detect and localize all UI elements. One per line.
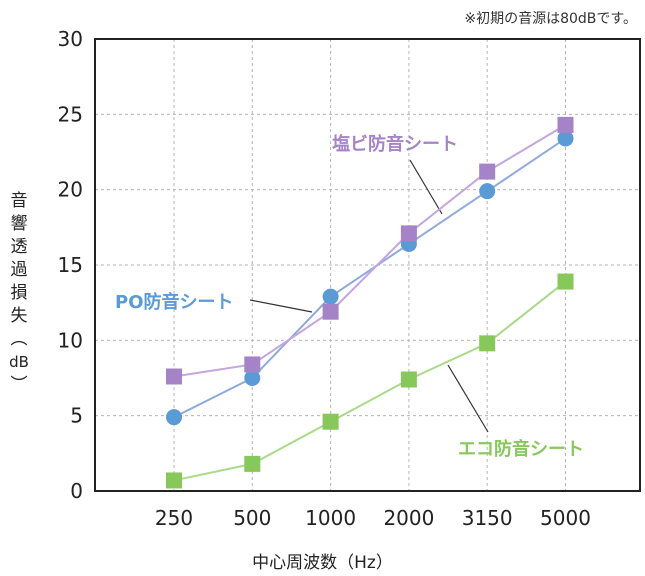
- data-point: [479, 183, 496, 200]
- series-label: エコ防音シート: [458, 438, 584, 460]
- y-tick-label: 15: [58, 253, 83, 277]
- data-point: [166, 472, 182, 489]
- y-tick-label: 20: [58, 178, 83, 202]
- series-label: 塩ビ防音シート: [332, 133, 458, 155]
- series-label: PO防音シート: [115, 291, 234, 313]
- data-point: [479, 335, 496, 352]
- y-tick-label: 10: [58, 328, 83, 352]
- data-point: [244, 455, 261, 472]
- data-point: [400, 371, 417, 388]
- y-axis-label: 音響透過損失 ︵ dB ︶: [9, 191, 29, 395]
- x-tick-label: 3150: [462, 506, 513, 530]
- x-tick-label: 1000: [305, 506, 356, 530]
- y-tick-label: 30: [58, 27, 83, 51]
- data-point: [322, 413, 339, 430]
- data-point: [400, 225, 417, 242]
- leader-line: [447, 364, 489, 433]
- data-point: [322, 303, 339, 320]
- series-line: [173, 124, 567, 378]
- data-point: [244, 370, 261, 386]
- y-tick-label: 25: [58, 102, 83, 126]
- x-tick-label: 500: [233, 506, 271, 530]
- leader-line: [249, 299, 313, 313]
- x-tick-label: 2000: [383, 506, 434, 530]
- data-point: [557, 273, 574, 290]
- data-point: [557, 130, 574, 147]
- data-point: [244, 356, 261, 373]
- x-tick-label: 250: [155, 506, 193, 530]
- y-tick-label: 0: [70, 479, 83, 503]
- data-point: [166, 409, 182, 426]
- x-tick-label: 5000: [540, 506, 591, 530]
- series-line: [173, 137, 567, 419]
- data-point: [322, 288, 339, 305]
- y-tick-label: 5: [70, 404, 83, 428]
- leader-line: [409, 159, 443, 215]
- source-note: ※初期の音源は80dBです。: [464, 11, 637, 27]
- x-axis-label: 中心周波数（Hz）: [252, 553, 393, 573]
- data-point: [166, 368, 182, 385]
- data-point: [557, 116, 574, 133]
- series-line: [173, 280, 567, 482]
- plot-frame: [94, 38, 641, 492]
- data-point: [479, 163, 496, 180]
